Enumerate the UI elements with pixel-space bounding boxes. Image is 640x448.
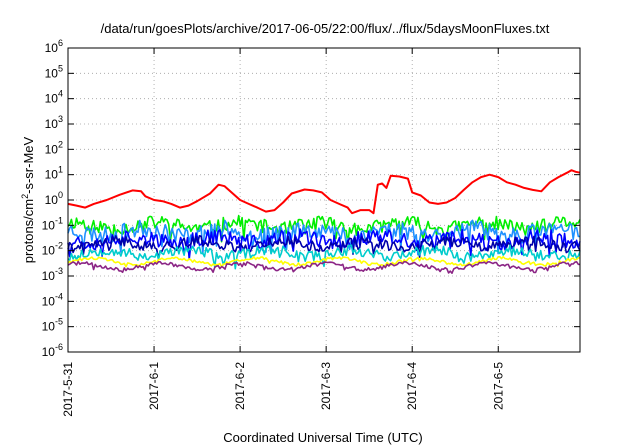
y-tick-exponent: 3 [58,114,63,124]
y-tick-label: 10-3 [42,266,63,283]
y-axis-label: protons/cm2-s-sr-MeV [20,136,36,263]
y-tick-base: 10 [45,66,59,80]
y-tick-label: 10-4 [42,291,63,308]
y-tick-label: 106 [45,38,63,55]
y-tick-exponent: 4 [58,89,63,99]
y-tick-base: 10 [42,320,56,334]
series-line [67,228,581,261]
x-tick-label: 2017-6-4 [405,362,419,410]
y-tick-label: 10-1 [42,215,63,232]
y-tick-exponent: 2 [58,139,63,149]
x-axis-label: Coordinated Universal Time (UTC) [223,430,422,445]
y-tick-exponent: 1 [58,165,63,175]
y-tick-base: 10 [45,92,59,106]
chart-title: /data/run/goesPlots/archive/2017-06-05/2… [101,21,550,36]
x-tick-label: 2017-6-3 [319,362,333,410]
series-line [67,169,581,215]
y-tick-label: 10-2 [42,241,63,258]
y-tick-label: 100 [45,190,63,207]
ticks-layer [67,47,580,353]
y-tick-base: 10 [45,193,59,207]
y-tick-exponent: 5 [58,63,63,73]
y-tick-base: 10 [42,218,56,232]
y-tick-base: 10 [45,41,59,55]
y-axis-label-tail: -s-sr-MeV [21,136,36,193]
y-tick-labels: 10-610-510-410-310-210-11001011021031041… [42,38,63,359]
y-tick-base: 10 [45,142,59,156]
series-layer [67,169,581,274]
y-tick-exponent: -6 [55,342,63,352]
series-line [67,244,581,270]
series-line [67,255,581,268]
y-tick-label: 103 [45,114,63,131]
y-tick-base: 10 [42,244,56,258]
grid-layer [68,48,580,352]
x-tick-label: 2017-5-31 [61,362,75,417]
x-tick-label: 2017-6-5 [491,362,505,410]
y-axis-label-sup: 2 [20,194,30,199]
series-line [67,260,581,274]
y-tick-label: 101 [45,165,63,182]
y-tick-base: 10 [42,269,56,283]
x-tick-labels: 2017-5-31 2017-6-1 2017-6-2 2017-6-3 2017-6-… [61,362,505,417]
y-tick-base: 10 [45,168,59,182]
y-tick-label: 10-5 [42,317,63,334]
x-tick-label: 2017-6-2 [233,362,247,410]
y-tick-base: 10 [42,294,56,308]
y-tick-exponent: -2 [55,241,63,251]
y-tick-label: 105 [45,63,63,80]
y-tick-base: 10 [45,117,59,131]
y-tick-exponent: -1 [55,215,63,225]
y-axis-label-main: protons/cm [21,199,36,263]
y-tick-exponent: -4 [55,291,63,301]
y-tick-exponent: 6 [58,38,63,48]
series-line [67,219,580,256]
y-tick-exponent: -3 [55,266,63,276]
y-tick-label: 10-6 [42,342,63,359]
y-tick-exponent: 0 [58,190,63,200]
series-line [67,235,581,260]
x-tick-label: 2017-6-1 [147,362,161,410]
y-tick-exponent: -5 [55,317,63,327]
y-tick-label: 104 [45,89,63,106]
series-line [67,214,581,245]
y-tick-base: 10 [42,345,56,359]
y-tick-label: 102 [45,139,63,156]
